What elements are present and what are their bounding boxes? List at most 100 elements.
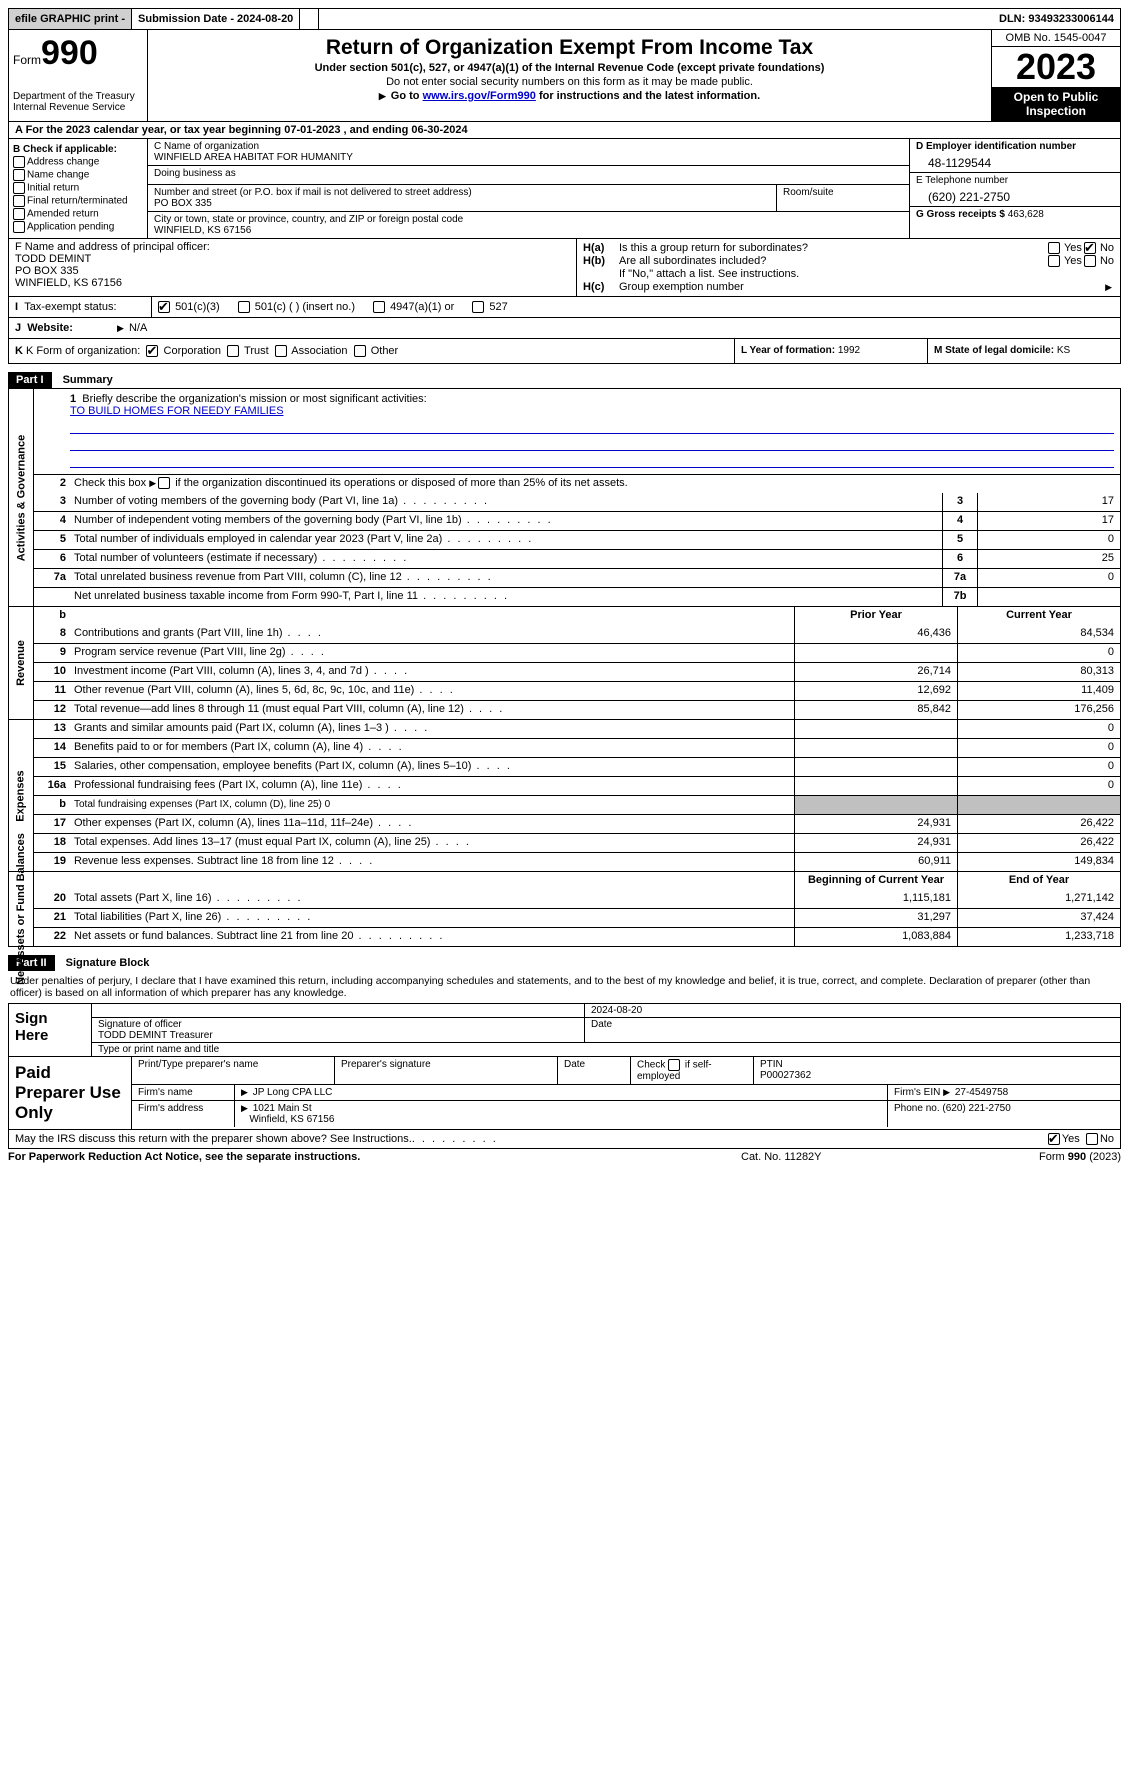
- year-formation: 1992: [838, 345, 860, 356]
- form-number: 990: [41, 34, 98, 73]
- summary-row: 18Total expenses. Add lines 13–17 (must …: [34, 833, 1120, 852]
- tax-year-row: A For the 2023 calendar year, or tax yea…: [8, 122, 1121, 139]
- summary-row: Net unrelated business taxable income fr…: [34, 587, 1120, 606]
- hdr-prior: Prior Year: [794, 607, 957, 625]
- officer-group-row: F Name and address of principal officer:…: [8, 239, 1121, 297]
- dba-label: Doing business as: [154, 168, 903, 179]
- side-label-net: Net Assets or Fund Balances: [9, 872, 34, 946]
- efile-print-button[interactable]: efile GRAPHIC print -: [9, 9, 132, 29]
- firm-phone: (620) 221-2750: [942, 1103, 1010, 1114]
- checkbox-self-employed[interactable]: [668, 1059, 680, 1071]
- checkbox-hb-no[interactable]: [1084, 255, 1096, 267]
- box-b: B Check if applicable: Address change Na…: [9, 139, 148, 238]
- preparer-block: Paid Preparer Use Only Print/Type prepar…: [8, 1057, 1121, 1130]
- org-form-row: K K Form of organization: Corporation Tr…: [8, 339, 1121, 364]
- officer-addr1: PO BOX 335: [15, 265, 570, 277]
- checkbox-discuss-yes[interactable]: [1048, 1133, 1060, 1145]
- form-org-label: K Form of organization:: [26, 345, 140, 357]
- form-label: Form: [13, 53, 41, 67]
- checkbox-discontinued[interactable]: [158, 477, 170, 489]
- goto-pre: Go to: [391, 90, 423, 102]
- checkbox-name-change[interactable]: [13, 169, 25, 181]
- hb-note: If "No," attach a list. See instructions…: [619, 268, 1114, 280]
- discuss-text: May the IRS discuss this return with the…: [15, 1133, 412, 1145]
- top-toolbar: efile GRAPHIC print - Submission Date - …: [8, 8, 1121, 30]
- cat-no: Cat. No. 11282Y: [741, 1151, 941, 1163]
- prep-date-label: Date: [558, 1057, 631, 1084]
- summary-row: 11Other revenue (Part VIII, column (A), …: [34, 681, 1120, 700]
- checkbox-app-pending[interactable]: [13, 221, 25, 233]
- website-label: Website:: [27, 322, 73, 334]
- omb-number: OMB No. 1545-0047: [992, 30, 1120, 47]
- tax-exempt-row: I Tax-exempt status: 501(c)(3) 501(c) ( …: [8, 297, 1121, 318]
- firm-addr2: Winfield, KS 67156: [249, 1114, 334, 1125]
- tax-status-label: Tax-exempt status:: [24, 301, 116, 313]
- checkbox-501c[interactable]: [238, 301, 250, 313]
- checkbox-527[interactable]: [472, 301, 484, 313]
- sig-officer-label: Signature of officer: [98, 1019, 578, 1030]
- discuss-row: May the IRS discuss this return with the…: [8, 1130, 1121, 1149]
- summary-row: 5Total number of individuals employed in…: [34, 530, 1120, 549]
- summary-row: 10Investment income (Part VIII, column (…: [34, 662, 1120, 681]
- firm-ein: 27-4549758: [955, 1087, 1008, 1098]
- checkbox-501c3[interactable]: [158, 301, 170, 313]
- hdr-b: b: [34, 607, 70, 625]
- summary-row: 12Total revenue—add lines 8 through 11 (…: [34, 700, 1120, 719]
- room-suite: Room/suite: [776, 185, 909, 211]
- form-no-footer: 990: [1068, 1151, 1086, 1163]
- part1-box: Activities & Governance 1 Briefly descri…: [8, 388, 1121, 947]
- summary-row: 19Revenue less expenses. Subtract line 1…: [34, 852, 1120, 871]
- paperwork-notice: For Paperwork Reduction Act Notice, see …: [8, 1151, 741, 1163]
- checkbox-trust[interactable]: [227, 345, 239, 357]
- arrow-icon: [943, 1087, 952, 1098]
- hdr-curr: Current Year: [957, 607, 1120, 625]
- checkbox-corp[interactable]: [146, 345, 158, 357]
- checkbox-amended[interactable]: [13, 208, 25, 220]
- mission-label: Briefly describe the organization's miss…: [82, 393, 426, 405]
- checkbox-hb-yes[interactable]: [1048, 255, 1060, 267]
- org-address: PO BOX 335: [154, 198, 770, 209]
- irs-link[interactable]: www.irs.gov/Form990: [423, 90, 536, 102]
- summary-row: 22Net assets or fund balances. Subtract …: [34, 927, 1120, 946]
- summary-row: 15Salaries, other compensation, employee…: [34, 757, 1120, 776]
- ha-label: Is this a group return for subordinates?: [619, 242, 1048, 254]
- domicile-label: M State of legal domicile:: [934, 345, 1054, 356]
- checkbox-initial-return[interactable]: [13, 182, 25, 194]
- ssn-note: Do not enter social security numbers on …: [156, 76, 983, 88]
- side-label-gov: Activities & Governance: [9, 389, 34, 606]
- page-footer: For Paperwork Reduction Act Notice, see …: [8, 1149, 1121, 1165]
- box-b-label: B Check if applicable:: [13, 144, 143, 155]
- org-city: WINFIELD, KS 67156: [154, 225, 903, 236]
- firm-ein-label: Firm's EIN: [894, 1087, 940, 1098]
- mission-text[interactable]: TO BUILD HOMES FOR NEEDY FAMILIES: [70, 405, 284, 417]
- ptin-value: P00027362: [760, 1070, 1114, 1081]
- checkbox-assoc[interactable]: [275, 345, 287, 357]
- checkbox-final-return[interactable]: [13, 195, 25, 207]
- phone-label: E Telephone number: [916, 175, 1114, 186]
- website-value: N/A: [129, 322, 147, 334]
- phone-value: (620) 221-2750: [916, 190, 1114, 204]
- gross-value: 463,628: [1008, 209, 1044, 220]
- checkbox-address-change[interactable]: [13, 156, 25, 168]
- part2-title: Signature Block: [58, 955, 158, 971]
- summary-row: 20Total assets (Part X, line 16)1,115,18…: [34, 890, 1120, 908]
- checkbox-4947[interactable]: [373, 301, 385, 313]
- checkbox-discuss-no[interactable]: [1086, 1133, 1098, 1145]
- checkbox-ha-yes[interactable]: [1048, 242, 1060, 254]
- box-f: F Name and address of principal officer:…: [9, 239, 577, 296]
- summary-row: 13Grants and similar amounts paid (Part …: [34, 720, 1120, 738]
- org-name: WINFIELD AREA HABITAT FOR HUMANITY: [154, 152, 903, 163]
- firm-name-label: Firm's name: [132, 1085, 235, 1100]
- arrow-icon: [379, 90, 388, 102]
- prep-sig-label: Preparer's signature: [335, 1057, 558, 1084]
- ein-value: 48-1129544: [916, 156, 1114, 170]
- checkbox-other[interactable]: [354, 345, 366, 357]
- officer-addr2: WINFIELD, KS 67156: [15, 277, 570, 289]
- checkbox-ha-no[interactable]: [1084, 242, 1096, 254]
- org-name-label: C Name of organization: [154, 141, 903, 152]
- box-deg: D Employer identification number 48-1129…: [910, 139, 1120, 238]
- officer-name: TODD DEMINT: [15, 253, 570, 265]
- firm-phone-label: Phone no.: [894, 1103, 940, 1114]
- arrow-icon: [149, 477, 158, 489]
- spacer: [300, 9, 319, 29]
